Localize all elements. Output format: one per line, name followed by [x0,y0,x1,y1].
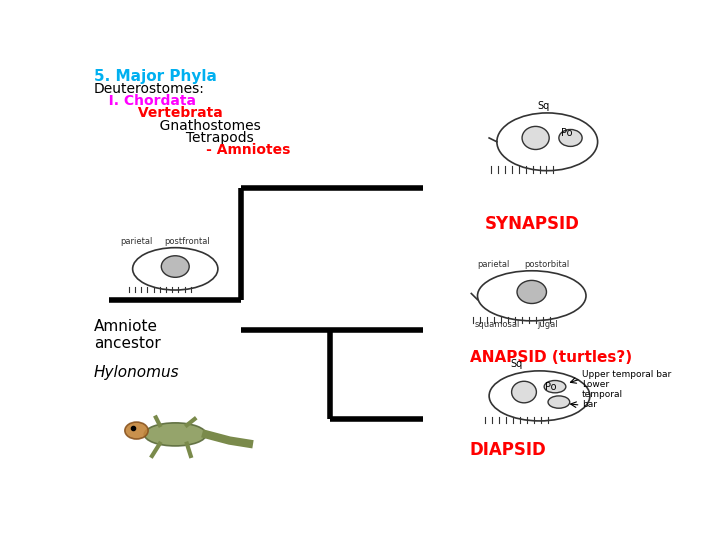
Text: Tetrapods: Tetrapods [94,131,253,145]
Ellipse shape [548,396,570,408]
Text: postfrontal: postfrontal [164,237,210,246]
Text: Po: Po [561,127,572,138]
Text: I. Chordata: I. Chordata [94,94,196,108]
Text: Vertebrata: Vertebrata [94,106,222,120]
Text: Upper temporal bar: Upper temporal bar [582,370,671,379]
Ellipse shape [544,381,566,393]
Text: Amniote
ancestor: Amniote ancestor [94,319,161,352]
Text: jugal: jugal [537,320,557,329]
Text: DIAPSID: DIAPSID [469,441,546,458]
Text: Sq: Sq [510,360,523,369]
Ellipse shape [517,280,546,303]
Ellipse shape [125,422,148,439]
Ellipse shape [559,130,582,146]
Ellipse shape [144,423,206,446]
Text: Hylonomus: Hylonomus [94,365,179,380]
Text: SYNAPSID: SYNAPSID [485,215,580,233]
Text: ANAPSID (turtles?): ANAPSID (turtles?) [469,350,632,364]
Text: postorbital: postorbital [525,260,570,269]
Ellipse shape [522,126,549,150]
Text: Lower
temporal
bar: Lower temporal bar [582,380,624,409]
Text: 5. Major Phyla: 5. Major Phyla [94,69,217,84]
Ellipse shape [512,381,536,403]
Text: parietal: parietal [120,237,153,246]
Text: - Amniotes: - Amniotes [94,143,290,157]
Ellipse shape [161,256,189,278]
Text: squamosal: squamosal [474,320,520,329]
Text: Deuterostomes:: Deuterostomes: [94,82,204,96]
Text: parietal: parietal [477,260,509,269]
Text: Gnathostomes: Gnathostomes [94,119,261,133]
Text: Po: Po [545,382,557,392]
Text: Sq: Sq [537,100,549,111]
